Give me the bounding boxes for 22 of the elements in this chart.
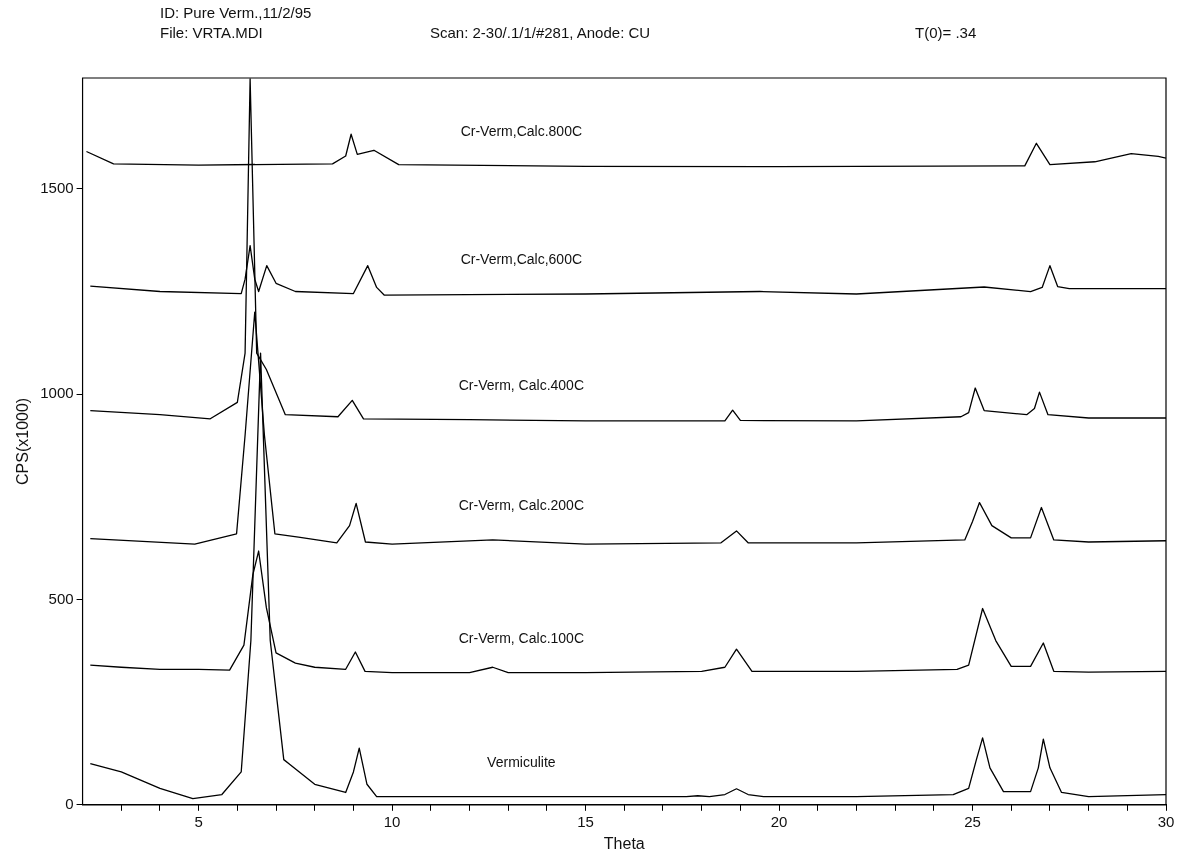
series-label: Cr-Verm, Calc.100C [458, 629, 584, 646]
x-tick-label: 20 [770, 812, 788, 830]
text: File: VRTA.MDI [160, 24, 263, 41]
series-label: Vermiculite [487, 753, 556, 770]
x-tick-label: 25 [964, 812, 981, 830]
y-tick-label: 1500 [40, 179, 74, 197]
x-axis-title: Theta [603, 834, 645, 852]
y-axis-title: CPS(x1000) [14, 397, 32, 485]
text: Cr-Verm, Calc.200C [458, 496, 584, 513]
y-tick-label: 1000 [40, 384, 74, 402]
x-tick-label: 15 [577, 812, 594, 830]
chart-title: ID: Pure Verm.,11/2/95 [160, 4, 312, 21]
y-tick-label: 500 [48, 589, 74, 607]
text: Scan: 2-30/.1/1/#281, Anode: CU [430, 24, 651, 41]
series-label: Cr-Verm, Calc.400C [458, 376, 584, 393]
text: T(0)= .34 [915, 24, 977, 41]
x-tick-label: 10 [383, 812, 401, 830]
x-tick-label: 30 [1157, 812, 1175, 830]
series-label: Cr-Verm,Calc.800C [460, 123, 583, 140]
x-tick-label: 5 [194, 812, 203, 830]
series-label: Cr-Verm,Calc,600C [460, 250, 583, 267]
y-tick-label: 0 [65, 794, 74, 812]
